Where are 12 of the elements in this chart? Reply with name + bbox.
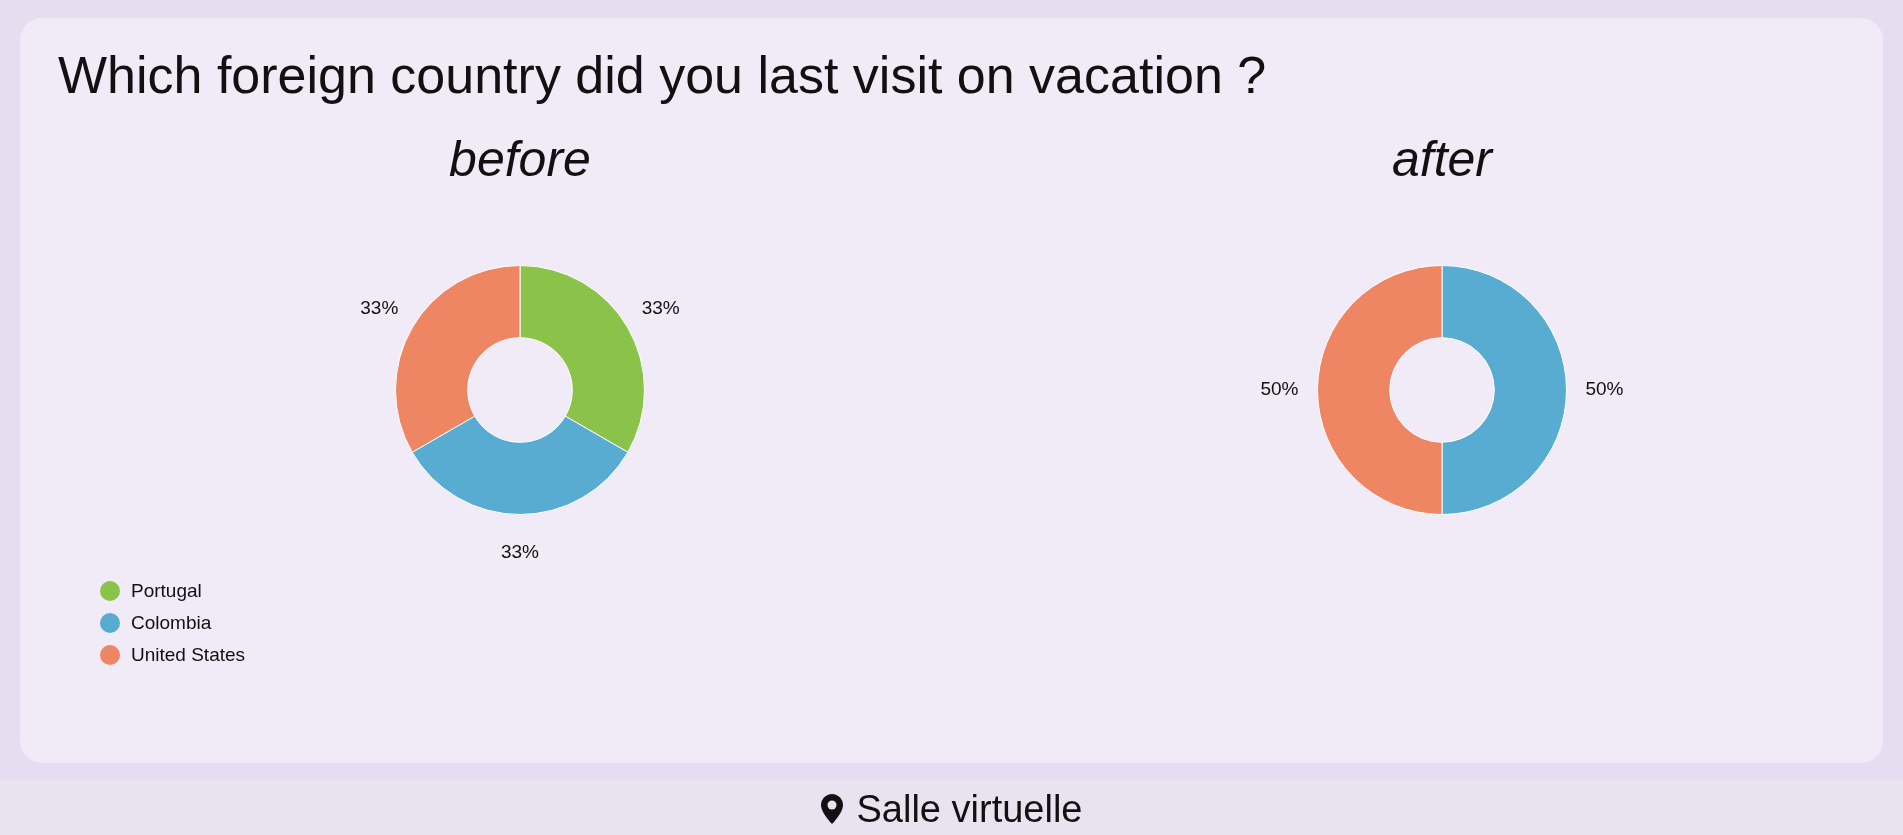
legend-label: Portugal xyxy=(131,580,202,602)
data-label: 50% xyxy=(1585,378,1624,400)
legend-label: Colombia xyxy=(131,612,212,634)
chart-title: Which foreign country did you last visit on vacation ? xyxy=(58,45,1267,105)
data-label: 50% xyxy=(1260,378,1299,400)
text: Salle virtuelle xyxy=(856,788,1083,830)
data-label: 33% xyxy=(641,296,680,318)
data-label: 33% xyxy=(360,296,399,318)
chart-subtitle: before xyxy=(448,130,592,188)
legend-label: United States xyxy=(131,644,246,666)
chart-subtitle: after xyxy=(1390,130,1495,188)
data-label: 33% xyxy=(500,540,540,562)
